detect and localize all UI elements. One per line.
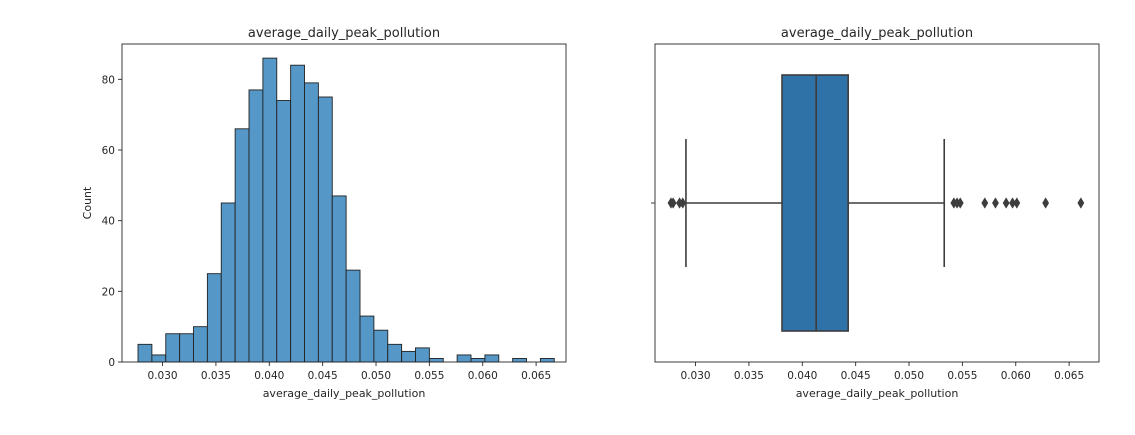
histogram-bar	[415, 347, 430, 363]
boxplot-x-tick-label: 0.060	[1001, 370, 1031, 382]
boxplot-x-tick-label: 0.065	[1054, 370, 1084, 382]
histogram-x-tick-label: 0.065	[521, 370, 551, 382]
histogram-bar	[276, 100, 292, 363]
histogram-bar	[206, 273, 222, 363]
histogram-x-tick-label: 0.045	[308, 370, 338, 382]
histogram-bar	[248, 89, 264, 363]
histogram-x-tick-label: 0.030	[148, 370, 178, 382]
boxplot-marks	[667, 74, 1085, 332]
histogram-bar	[304, 82, 319, 363]
boxplot-outlier	[1042, 197, 1050, 209]
histogram-y-ticks: 0 20 40 60 80	[102, 74, 122, 369]
histogram-x-tick-label: 0.040	[254, 370, 284, 382]
histogram-y-axis-label: Count	[81, 186, 94, 219]
histogram-bar	[165, 333, 181, 363]
histogram-x-tick-label: 0.050	[361, 370, 391, 382]
boxplot-outlier	[1013, 197, 1021, 209]
boxplot-x-tick-label: 0.045	[841, 370, 871, 382]
boxplot-outlier	[981, 197, 989, 209]
histogram-x-axis-label: average_daily_peak_pollution	[263, 387, 426, 400]
histogram-y-tick-label: 60	[102, 145, 115, 157]
boxplot-x-tick-label: 0.055	[947, 370, 977, 382]
boxplot-x-ticks: 0.030 0.035 0.040 0.045 0.050 0.055 0.060 0.065	[681, 362, 1084, 382]
histogram-bar	[179, 333, 194, 363]
histogram-bar	[373, 329, 389, 363]
histogram-plot-frame	[121, 43, 567, 363]
histogram-bar	[456, 354, 472, 363]
histogram-bar	[401, 350, 416, 363]
histogram-bars	[137, 57, 555, 363]
histogram-y-tick-label: 80	[102, 74, 115, 86]
histogram-title: average_daily_peak_pollution	[248, 26, 440, 41]
histogram-bar	[151, 354, 167, 363]
histogram-x-tick-label: 0.035	[201, 370, 231, 382]
boxplot-outlier	[992, 197, 999, 209]
histogram-bar	[317, 96, 333, 363]
histogram-x-tick-label: 0.055	[414, 370, 444, 382]
boxplot-outlier	[669, 197, 677, 209]
histogram-bar	[512, 358, 527, 363]
boxplot-x-tick-label: 0.035	[734, 370, 764, 382]
boxplot-x-tick-label: 0.040	[787, 370, 817, 382]
histogram-panel: average_daily_peak_pollution 0.030 0.035 0…	[81, 26, 567, 400]
histogram-y-tick-label: 0	[108, 357, 115, 369]
histogram-bar	[484, 354, 500, 363]
histogram-bar	[290, 64, 305, 363]
boxplot-panel: average_daily_peak_pollution 0.030 0.035 0…	[651, 26, 1100, 400]
histogram-bar	[137, 343, 153, 363]
boxplot-x-tick-label: 0.030	[681, 370, 711, 382]
histogram-y-tick-label: 20	[102, 286, 115, 298]
histogram-y-tick-label: 40	[102, 216, 115, 228]
histogram-bar	[331, 195, 347, 363]
boxplot-x-tick-label: 0.050	[894, 370, 924, 382]
boxplot-outlier	[679, 197, 687, 209]
boxplot-outlier	[1077, 197, 1085, 209]
histogram-bar	[262, 57, 278, 363]
histogram-bar	[193, 326, 208, 363]
boxplot-box	[781, 74, 849, 332]
boxplot-title: average_daily_peak_pollution	[781, 26, 973, 41]
histogram-bar	[470, 358, 486, 363]
histogram-bar	[387, 343, 403, 363]
histogram-bar	[539, 358, 555, 363]
histogram-x-tick-label: 0.060	[468, 370, 498, 382]
histogram-bar	[428, 358, 444, 363]
histogram-bar	[345, 269, 361, 363]
histogram-bar	[359, 315, 375, 363]
histogram-bar	[220, 202, 236, 363]
histogram-x-ticks: 0.030 0.035 0.040 0.045 0.050 0.055 0.060 0.065	[148, 362, 551, 382]
histogram-bar	[234, 128, 250, 363]
boxplot-outlier	[1002, 197, 1010, 209]
boxplot-outlier	[956, 197, 964, 209]
boxplot-x-axis-label: average_daily_peak_pollution	[796, 387, 959, 400]
